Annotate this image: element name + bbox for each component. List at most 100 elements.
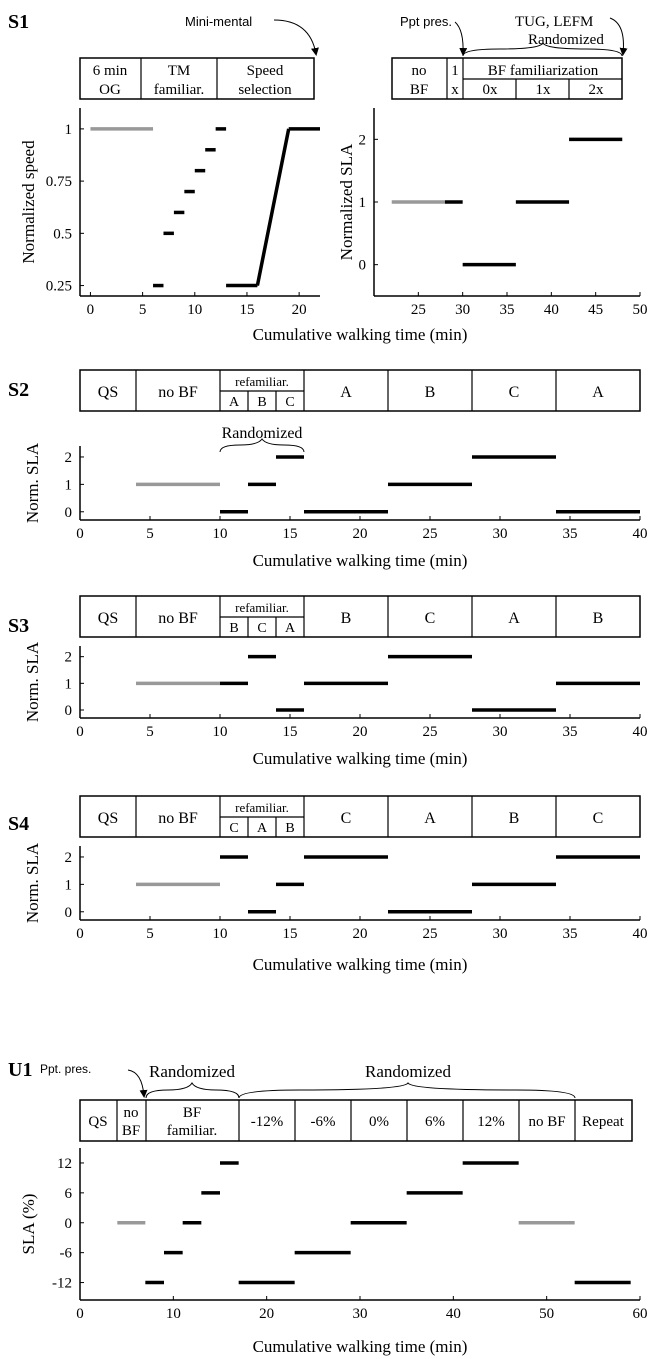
- annotation-randomized-u1-1: Randomized: [149, 1062, 235, 1081]
- timeline-u1-12: 12%: [477, 1114, 505, 1130]
- annotation-randomized-s1: Randomized: [528, 32, 604, 48]
- timeline-s3-refam: refamiliar.: [235, 600, 289, 615]
- y-tick-label: 1: [65, 877, 73, 893]
- timeline-s1-tm-top: TM: [168, 63, 191, 79]
- panel-label-s2: S2: [8, 379, 29, 401]
- timeline-s1-bf-header: BF familiarization: [488, 63, 599, 79]
- x-tick-label: 40: [633, 926, 648, 942]
- x-axis-label: Cumulative walking time (min): [253, 749, 468, 768]
- annotation-tug-lefm: TUG, LEFM: [515, 14, 593, 30]
- y-tick-label: -6: [60, 1246, 73, 1262]
- x-tick-label: 10: [213, 724, 228, 740]
- x-tick-label: 30: [493, 926, 508, 942]
- timeline-s4-cond-3: B: [509, 810, 520, 827]
- y-tick-label: 0.25: [46, 279, 72, 295]
- timeline-s3-refam-2: C: [257, 621, 266, 636]
- timeline-s3-refam-1: B: [229, 621, 238, 636]
- x-tick-label: 0: [76, 724, 84, 740]
- timeline-u1-nobf-top: no: [124, 1105, 139, 1121]
- y-tick-label: 0: [65, 905, 73, 921]
- y-axis-label: Normalized SLA: [337, 143, 356, 260]
- panel-label-s1: S1: [8, 11, 29, 33]
- timeline-s3-qs: QS: [98, 610, 118, 627]
- x-tick-label: 20: [353, 526, 368, 542]
- y-axis-label: Norm. SLA: [23, 842, 42, 923]
- x-tick-label: 30: [493, 526, 508, 542]
- x-tick-label: 25: [423, 526, 438, 542]
- y-tick-label: 1: [65, 676, 73, 692]
- timeline-u1-nobf-bottom: BF: [122, 1123, 140, 1139]
- timeline-s1-nobf-bottom: BF: [410, 82, 428, 98]
- x-tick-label: 35: [563, 926, 578, 942]
- y-tick-label: 1: [65, 477, 73, 493]
- y-axis-label: Normalized speed: [19, 140, 38, 264]
- x-tick-label: 30: [493, 724, 508, 740]
- timeline-s1-left: 6 min OG TM familiar. Speed selection: [79, 57, 315, 100]
- y-tick-label: -12: [52, 1276, 72, 1292]
- y-tick-label: 2: [359, 132, 367, 148]
- timeline-s3-cond-4: B: [593, 610, 604, 627]
- arrow-tug-lefm: [609, 17, 628, 56]
- x-tick-label: 35: [563, 724, 578, 740]
- timeline-s1-nobf-top: no: [412, 63, 427, 79]
- timeline-u1: QS no BF BF familiar. -12% -6% 0% 6% 12%…: [79, 1099, 633, 1142]
- x-tick-label: 20: [353, 926, 368, 942]
- x-tick-label: 15: [283, 526, 298, 542]
- x-tick-label: 10: [213, 526, 228, 542]
- timeline-s4-refam-3: B: [285, 821, 294, 836]
- x-tick-label: 25: [411, 302, 426, 318]
- x-tick-label: 15: [283, 724, 298, 740]
- timeline-s2-cond-1: A: [340, 384, 352, 401]
- annotation-randomized-u1-2: Randomized: [365, 1062, 451, 1081]
- timeline-s2: QS no BF refamiliar. A B C A B C A: [79, 369, 641, 412]
- timeline-s3: QS no BF refamiliar. B C A B C A B: [79, 595, 641, 638]
- annotation-ppt-pres-u1: Ppt. pres.: [40, 1062, 91, 1076]
- x-tick-label: 0: [76, 926, 84, 942]
- timeline-u1-bf-top: BF: [183, 1105, 201, 1121]
- arrow-ppt-pres-u1: [127, 1069, 148, 1098]
- y-tick-label: 2: [65, 650, 73, 666]
- timeline-s2-qs: QS: [98, 384, 118, 401]
- brace-randomized-s2: [219, 438, 305, 453]
- timeline-s3-nobf: no BF: [158, 610, 198, 627]
- x-tick-label: 10: [213, 926, 228, 942]
- x-tick-label: 30: [455, 302, 470, 318]
- x-tick-label: 5: [146, 926, 154, 942]
- annotation-randomized-s2: Randomized: [222, 425, 303, 442]
- arrow-mini-mental: [273, 19, 319, 56]
- x-axis-label: Cumulative walking time (min): [253, 955, 468, 974]
- y-tick-label: 1: [65, 122, 73, 138]
- timeline-u1-0: 0%: [369, 1114, 389, 1130]
- x-tick-label: 50: [539, 1306, 554, 1322]
- x-tick-label: 25: [423, 926, 438, 942]
- timeline-s3-cond-2: C: [425, 610, 436, 627]
- x-tick-label: 40: [633, 724, 648, 740]
- y-tick-label: 0.75: [46, 174, 72, 190]
- timeline-s2-refam-a: A: [229, 395, 240, 410]
- timeline-s1-og-bottom: OG: [99, 82, 121, 98]
- x-tick-label: 15: [283, 926, 298, 942]
- y-tick-label: 0: [65, 703, 73, 719]
- chart-s3: 0 5 10 15 20 25 30 35 40 0 1 2 Norm. SLA Cumulative w…: [23, 641, 648, 768]
- timeline-s1-right: no BF 1 x BF familiarization 0x 1x 2x: [391, 57, 623, 100]
- panel-label-s3: S3: [8, 615, 29, 637]
- timeline-s4: QS no BF refamiliar. C A B C A B C: [79, 795, 641, 838]
- timeline-s1-tm-bottom: familiar.: [154, 82, 204, 98]
- y-tick-label: 0: [65, 1216, 73, 1232]
- x-tick-label: 5: [146, 724, 154, 740]
- y-axis-label: SLA (%): [19, 1194, 38, 1255]
- x-tick-label: 0: [87, 302, 95, 318]
- y-tick-label: 0: [65, 505, 73, 521]
- y-tick-label: 2: [65, 850, 73, 866]
- x-tick-label: 5: [146, 526, 154, 542]
- timeline-s2-refam-b: B: [257, 395, 266, 410]
- timeline-u1-m6: -6%: [311, 1114, 336, 1130]
- sla-segment: [255, 128, 291, 286]
- timeline-u1-m12: -12%: [251, 1114, 284, 1130]
- timeline-s4-qs: QS: [98, 810, 118, 827]
- annotation-mini-mental: Mini-mental: [185, 14, 252, 29]
- y-tick-label: 0: [359, 258, 367, 274]
- x-tick-label: 30: [353, 1306, 368, 1322]
- x-tick-label: 0: [76, 526, 84, 542]
